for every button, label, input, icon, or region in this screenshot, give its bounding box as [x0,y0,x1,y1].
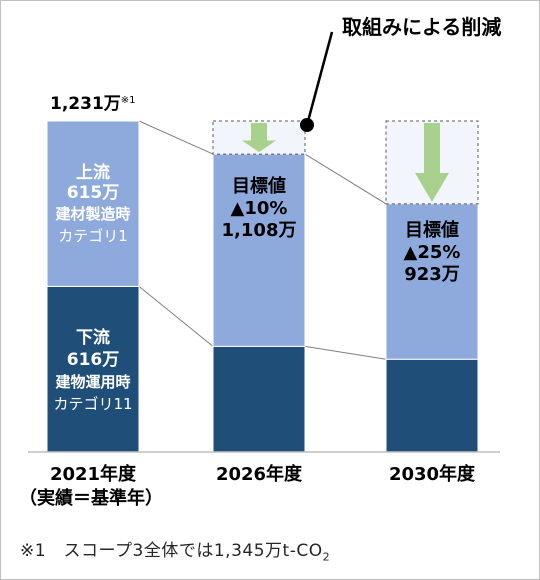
footnote-text: ※1 スコープ3全体では1,345万t-CO [20,541,323,561]
bar-upstream-2026 [212,153,306,347]
bar-upstream-2021 [46,120,140,287]
downstream-value: 616万 [67,350,120,370]
connector-mid-2026-2030 [304,345,387,360]
downstream-name: 下流 [76,327,110,348]
category-label-2021: 2021年度 [50,463,137,485]
bar-upstream-2030 [385,203,479,360]
upstream-name: 上流 [76,162,110,183]
bar-group [46,120,479,453]
downstream-sub: 建物運用時 [55,373,130,391]
upstream-sub: 建材製造時 [55,205,130,223]
total-note-marker: ※1 [121,95,136,106]
upstream-category: カテゴリ1 [58,227,128,245]
target-2026-value: 1,108万 [222,220,297,241]
target-2026-pct: ▲10% [231,198,288,219]
target-2030-title: 目標値 [405,219,459,241]
bar-downstream-2021 [46,285,140,453]
callout-leader [305,31,334,126]
bar-downstream-2030 [385,358,479,453]
target-2030-value: 923万 [404,264,460,285]
downstream-category: カテゴリ11 [53,395,132,413]
upstream-value: 615万 [67,183,120,203]
target-2026-title: 目標値 [232,175,286,197]
footnote: ※1 スコープ3全体では1,345万t-CO2 [20,536,330,563]
connector-top-2026-2030 [304,153,387,205]
connector-lines [138,120,387,360]
category-sub-2021: （実績＝基準年） [19,487,163,509]
total-label-2021: 1,231万※1 [50,94,136,114]
reduction-arrow-2026 [242,123,276,153]
category-label-2026: 2026年度 [216,463,303,485]
connector-mid-2021-2026 [138,285,214,347]
bar-downstream-2026 [212,345,306,453]
category-label-2030: 2030年度 [389,463,476,485]
reduction-arrow-2030 [415,123,449,202]
target-2030-pct: ▲25% [404,242,461,263]
total-value-2021: 1,231万 [50,94,121,114]
footnote-subscript: 2 [322,550,331,564]
reduction-callout-label: 取組みによる削減 [342,15,501,39]
connector-top-2021-2026 [138,120,214,155]
callout-dot [300,118,314,132]
reduction-group [212,120,479,205]
